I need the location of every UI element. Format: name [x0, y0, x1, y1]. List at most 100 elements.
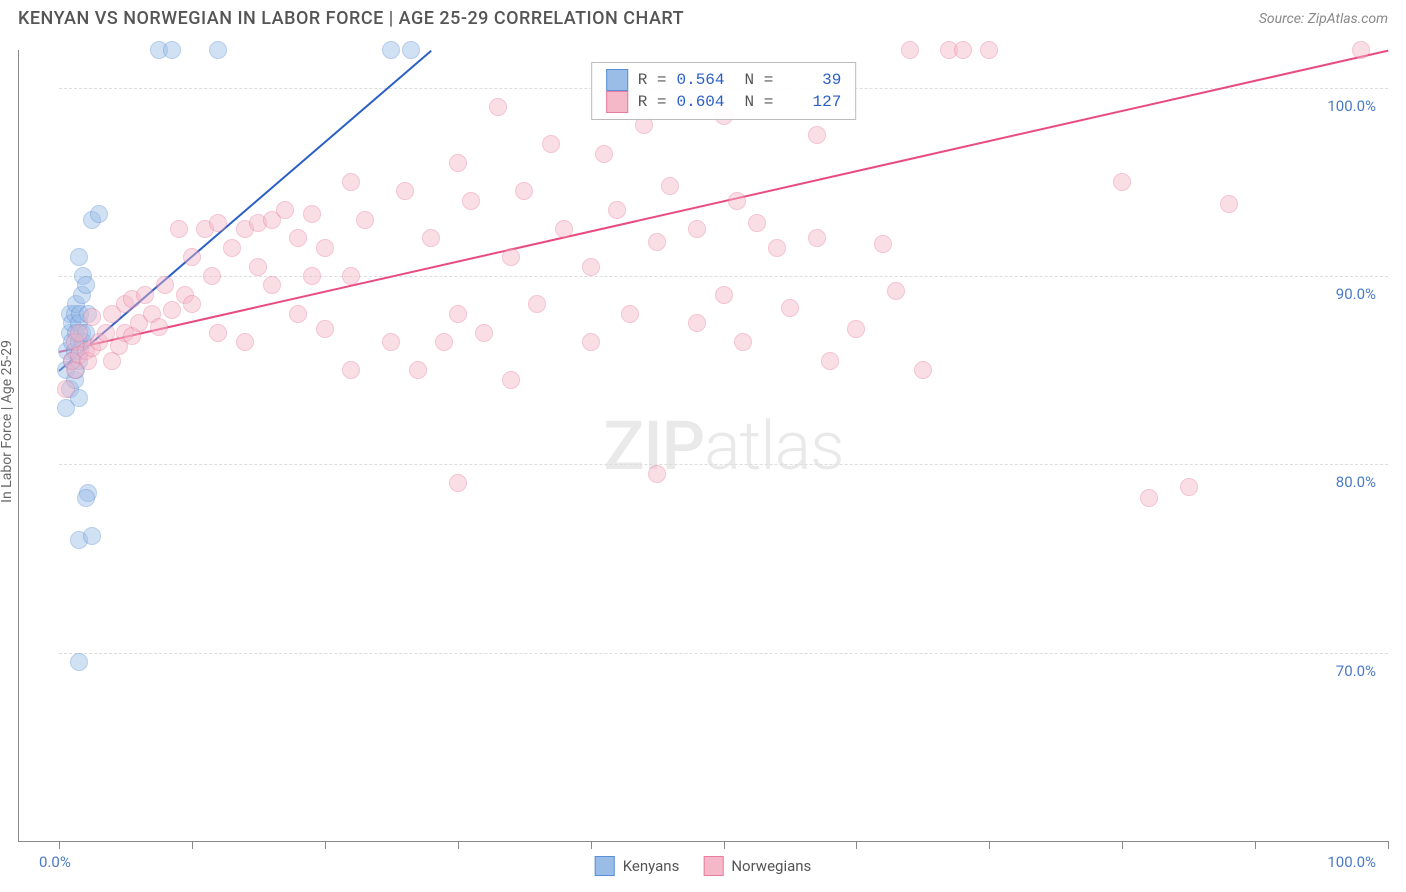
watermark: ZIPatlas: [603, 406, 843, 486]
data-point: [183, 248, 201, 266]
data-point: [223, 239, 241, 257]
correlation-legend: R = 0.564 N = 39 R = 0.604 N = 127: [591, 62, 857, 120]
legend-item: Kenyans: [595, 856, 680, 876]
data-point: [342, 173, 360, 191]
data-point: [83, 308, 101, 326]
bottom-legend: Kenyans Norwegians: [595, 856, 812, 876]
data-point: [502, 371, 520, 389]
data-point: [515, 182, 533, 200]
data-point: [209, 324, 227, 342]
data-point: [316, 239, 334, 257]
x-tick: [724, 841, 725, 849]
data-point: [236, 333, 254, 351]
data-point: [688, 314, 706, 332]
x-axis-min-label: 0.0%: [39, 853, 71, 871]
data-point: [847, 320, 865, 338]
data-point: [183, 295, 201, 313]
y-tick-label: 70.0%: [1336, 662, 1376, 680]
data-point: [449, 154, 467, 172]
y-tick-label: 90.0%: [1336, 285, 1376, 303]
data-point: [209, 41, 227, 59]
data-point: [608, 201, 626, 219]
data-point: [342, 361, 360, 379]
chart-container: In Labor Force | Age 25-29 ZIPatlas 70.0…: [18, 50, 1388, 842]
r-value: 0.564: [677, 71, 735, 89]
legend-item: Norwegians: [703, 856, 811, 876]
x-tick: [192, 841, 193, 849]
data-point: [276, 201, 294, 219]
data-point: [582, 333, 600, 351]
chart-header: KENYAN VS NORWEGIAN IN LABOR FORCE | AGE…: [0, 0, 1406, 41]
data-point: [209, 214, 227, 232]
data-point: [150, 318, 168, 336]
x-tick: [591, 841, 592, 849]
data-point: [648, 465, 666, 483]
data-point: [422, 229, 440, 247]
data-point: [156, 276, 174, 294]
x-tick: [1255, 841, 1256, 849]
data-point: [688, 220, 706, 238]
n-value: 39: [783, 71, 841, 89]
data-point: [528, 295, 546, 313]
n-value: 127: [783, 93, 841, 111]
data-point: [163, 41, 181, 59]
x-tick: [1122, 841, 1123, 849]
data-point: [136, 286, 154, 304]
data-point: [1180, 478, 1198, 496]
data-point: [70, 653, 88, 671]
data-point: [70, 324, 88, 342]
x-tick: [989, 841, 990, 849]
data-point: [316, 320, 334, 338]
data-point: [502, 248, 520, 266]
data-point: [1113, 173, 1131, 191]
r-label: R =: [638, 71, 667, 89]
r-value: 0.604: [677, 93, 735, 111]
data-point: [1220, 195, 1238, 213]
data-point: [163, 301, 181, 319]
y-tick-label: 80.0%: [1336, 473, 1376, 491]
data-point: [203, 267, 221, 285]
data-point: [874, 235, 892, 253]
data-point: [887, 282, 905, 300]
data-point: [954, 41, 972, 59]
n-label: N =: [745, 93, 774, 111]
x-tick: [856, 841, 857, 849]
r-label: R =: [638, 93, 667, 111]
gridline: [59, 653, 1388, 654]
gridline: [59, 276, 1388, 277]
x-axis-max-label: 100.0%: [1327, 853, 1376, 871]
data-point: [489, 98, 507, 116]
gridline: [59, 464, 1388, 465]
y-axis-label: In Labor Force | Age 25-29: [0, 340, 15, 503]
data-point: [77, 489, 95, 507]
legend-swatch: [606, 91, 628, 113]
x-tick: [458, 841, 459, 849]
data-point: [808, 229, 826, 247]
data-point: [582, 258, 600, 276]
legend-swatch: [606, 69, 628, 91]
data-point: [715, 286, 733, 304]
data-point: [781, 299, 799, 317]
data-point: [396, 182, 414, 200]
data-point: [462, 192, 480, 210]
data-point: [808, 126, 826, 144]
data-point: [70, 248, 88, 266]
chart-title: KENYAN VS NORWEGIAN IN LABOR FORCE | AGE…: [18, 8, 684, 29]
data-point: [1352, 41, 1370, 59]
legend-row: R = 0.604 N = 127: [606, 91, 842, 113]
x-tick: [1388, 841, 1389, 849]
chart-source: Source: ZipAtlas.com: [1259, 11, 1388, 27]
data-point: [555, 220, 573, 238]
legend-swatch: [595, 856, 615, 876]
data-point: [821, 352, 839, 370]
data-point: [382, 333, 400, 351]
data-point: [661, 177, 679, 195]
data-point: [57, 380, 75, 398]
data-point: [90, 205, 108, 223]
data-point: [402, 41, 420, 59]
data-point: [449, 474, 467, 492]
data-point: [342, 267, 360, 285]
data-point: [914, 361, 932, 379]
legend-label: Kenyans: [623, 857, 680, 875]
data-point: [83, 527, 101, 545]
